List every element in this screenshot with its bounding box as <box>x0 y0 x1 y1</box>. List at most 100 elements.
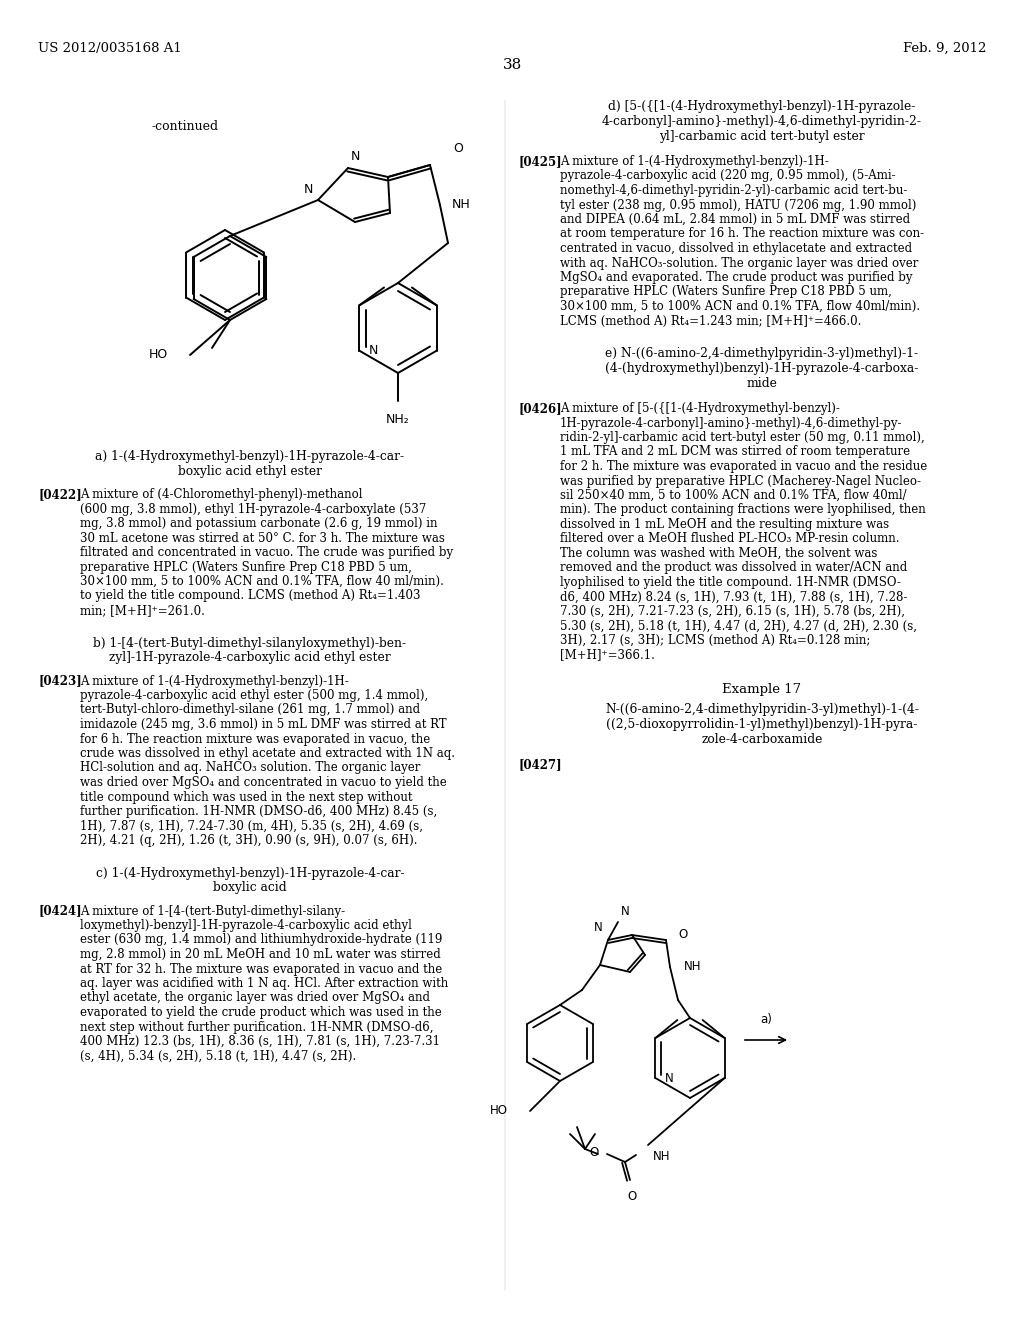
Text: ester (630 mg, 1.4 mmol) and lithiumhydroxide-hydrate (119: ester (630 mg, 1.4 mmol) and lithiumhydr… <box>80 933 442 946</box>
Text: N-((6-amino-2,4-dimethylpyridin-3-yl)methyl)-1-(4-: N-((6-amino-2,4-dimethylpyridin-3-yl)met… <box>605 704 919 715</box>
Text: N: N <box>304 183 313 195</box>
Text: crude was dissolved in ethyl acetate and extracted with 1N aq.: crude was dissolved in ethyl acetate and… <box>80 747 455 760</box>
Text: min; [M+H]⁺=261.0.: min; [M+H]⁺=261.0. <box>80 605 205 616</box>
Text: to yield the title compound. LCMS (method A) Rt₄=1.403: to yield the title compound. LCMS (metho… <box>80 590 421 602</box>
Text: NH: NH <box>684 961 701 974</box>
Text: 5.30 (s, 2H), 5.18 (t, 1H), 4.47 (d, 2H), 4.27 (d, 2H), 2.30 (s,: 5.30 (s, 2H), 5.18 (t, 1H), 4.47 (d, 2H)… <box>560 619 918 632</box>
Text: mg, 2.8 mmol) in 20 mL MeOH and 10 mL water was stirred: mg, 2.8 mmol) in 20 mL MeOH and 10 mL wa… <box>80 948 440 961</box>
Text: The column was washed with MeOH, the solvent was: The column was washed with MeOH, the sol… <box>560 546 878 560</box>
Text: O: O <box>678 928 687 941</box>
Text: [0423]: [0423] <box>38 675 82 688</box>
Text: ridin-2-yl]-carbamic acid tert-butyl ester (50 mg, 0.11 mmol),: ridin-2-yl]-carbamic acid tert-butyl est… <box>560 432 925 444</box>
Text: for 6 h. The reaction mixture was evaporated in vacuo, the: for 6 h. The reaction mixture was evapor… <box>80 733 430 746</box>
Text: NH: NH <box>653 1150 671 1163</box>
Text: filtered over a MeOH flushed PL-HCO₃ MP-resin column.: filtered over a MeOH flushed PL-HCO₃ MP-… <box>560 532 899 545</box>
Text: 400 MHz) 12.3 (bs, 1H), 8.36 (s, 1H), 7.81 (s, 1H), 7.23-7.31: 400 MHz) 12.3 (bs, 1H), 8.36 (s, 1H), 7.… <box>80 1035 440 1048</box>
Text: O: O <box>590 1146 599 1159</box>
Text: imidazole (245 mg, 3.6 mmol) in 5 mL DMF was stirred at RT: imidazole (245 mg, 3.6 mmol) in 5 mL DMF… <box>80 718 446 731</box>
Text: N: N <box>369 345 379 356</box>
Text: tyl ester (238 mg, 0.95 mmol), HATU (7206 mg, 1.90 mmol): tyl ester (238 mg, 0.95 mmol), HATU (720… <box>560 198 916 211</box>
Text: 1 mL TFA and 2 mL DCM was stirred of room temperature: 1 mL TFA and 2 mL DCM was stirred of roo… <box>560 446 910 458</box>
Text: 3H), 2.17 (s, 3H); LCMS (method A) Rt₄=0.128 min;: 3H), 2.17 (s, 3H); LCMS (method A) Rt₄=0… <box>560 634 870 647</box>
Text: [M+H]⁺=366.1.: [M+H]⁺=366.1. <box>560 648 655 661</box>
Text: tert-Butyl-chloro-dimethyl-silane (261 mg, 1.7 mmol) and: tert-Butyl-chloro-dimethyl-silane (261 m… <box>80 704 420 717</box>
Text: A mixture of 1-[4-(tert-Butyl-dimethyl-silany-: A mixture of 1-[4-(tert-Butyl-dimethyl-s… <box>80 904 345 917</box>
Text: for 2 h. The mixture was evaporated in vacuo and the residue: for 2 h. The mixture was evaporated in v… <box>560 459 928 473</box>
Text: (s, 4H), 5.34 (s, 2H), 5.18 (t, 1H), 4.47 (s, 2H).: (s, 4H), 5.34 (s, 2H), 5.18 (t, 1H), 4.4… <box>80 1049 356 1063</box>
Text: NH: NH <box>452 198 471 211</box>
Text: title compound which was used in the next step without: title compound which was used in the nex… <box>80 791 413 804</box>
Text: a) 1-(4-Hydroxymethyl-benzyl)-1H-pyrazole-4-car-: a) 1-(4-Hydroxymethyl-benzyl)-1H-pyrazol… <box>95 450 404 463</box>
Text: dissolved in 1 mL MeOH and the resulting mixture was: dissolved in 1 mL MeOH and the resulting… <box>560 517 889 531</box>
Text: preparative HPLC (Waters Sunfire Prep C18 PBD 5 um,: preparative HPLC (Waters Sunfire Prep C1… <box>560 285 892 298</box>
Text: aq. layer was acidified with 1 N aq. HCl. After extraction with: aq. layer was acidified with 1 N aq. HCl… <box>80 977 449 990</box>
Text: sil 250×40 mm, 5 to 100% ACN and 0.1% TFA, flow 40ml/: sil 250×40 mm, 5 to 100% ACN and 0.1% TF… <box>560 488 906 502</box>
Text: NH₂: NH₂ <box>386 413 410 426</box>
Text: (4-(hydroxymethyl)benzyl)-1H-pyrazole-4-carboxa-: (4-(hydroxymethyl)benzyl)-1H-pyrazole-4-… <box>605 362 919 375</box>
Text: was purified by preparative HPLC (Macherey-Nagel Nucleo-: was purified by preparative HPLC (Macher… <box>560 474 921 487</box>
Text: Example 17: Example 17 <box>723 682 802 696</box>
Text: [0426]: [0426] <box>518 403 561 414</box>
Text: further purification. 1H-NMR (DMSO-d6, 400 MHz) 8.45 (s,: further purification. 1H-NMR (DMSO-d6, 4… <box>80 805 437 818</box>
Text: 7.30 (s, 2H), 7.21-7.23 (s, 2H), 6.15 (s, 1H), 5.78 (bs, 2H),: 7.30 (s, 2H), 7.21-7.23 (s, 2H), 6.15 (s… <box>560 605 905 618</box>
Text: 30 mL acetone was stirred at 50° C. for 3 h. The mixture was: 30 mL acetone was stirred at 50° C. for … <box>80 532 444 544</box>
Text: and DIPEA (0.64 mL, 2.84 mmol) in 5 mL DMF was stirred: and DIPEA (0.64 mL, 2.84 mmol) in 5 mL D… <box>560 213 910 226</box>
Text: was dried over MgSO₄ and concentrated in vacuo to yield the: was dried over MgSO₄ and concentrated in… <box>80 776 446 789</box>
Text: next step without further purification. 1H-NMR (DMSO-d6,: next step without further purification. … <box>80 1020 433 1034</box>
Text: at RT for 32 h. The mixture was evaporated in vacuo and the: at RT for 32 h. The mixture was evaporat… <box>80 962 442 975</box>
Text: [0424]: [0424] <box>38 904 82 917</box>
Text: ((2,5-dioxopyrrolidin-1-yl)methyl)benzyl)-1H-pyra-: ((2,5-dioxopyrrolidin-1-yl)methyl)benzyl… <box>606 718 918 731</box>
Text: 4-carbonyl]-amino}-methyl)-4,6-dimethyl-pyridin-2-: 4-carbonyl]-amino}-methyl)-4,6-dimethyl-… <box>602 115 922 128</box>
Text: A mixture of (4-Chloromethyl-phenyl)-methanol: A mixture of (4-Chloromethyl-phenyl)-met… <box>80 488 362 502</box>
Text: LCMS (method A) Rt₄=1.243 min; [M+H]⁺=466.0.: LCMS (method A) Rt₄=1.243 min; [M+H]⁺=46… <box>560 314 861 327</box>
Text: mide: mide <box>746 378 777 389</box>
Text: a): a) <box>760 1012 772 1026</box>
Text: HCl-solution and aq. NaHCO₃ solution. The organic layer: HCl-solution and aq. NaHCO₃ solution. Th… <box>80 762 421 775</box>
Text: min). The product containing fractions were lyophilised, then: min). The product containing fractions w… <box>560 503 926 516</box>
Text: N: N <box>666 1072 674 1085</box>
Text: N: N <box>351 150 360 162</box>
Text: N: N <box>594 921 603 935</box>
Text: pyrazole-4-carboxylic acid (220 mg, 0.95 mmol), (5-Ami-: pyrazole-4-carboxylic acid (220 mg, 0.95… <box>560 169 896 182</box>
Text: boxylic acid: boxylic acid <box>213 882 287 895</box>
Text: loxymethyl)-benzyl]-1H-pyrazole-4-carboxylic acid ethyl: loxymethyl)-benzyl]-1H-pyrazole-4-carbox… <box>80 919 412 932</box>
Text: -continued: -continued <box>152 120 218 133</box>
Text: evaporated to yield the crude product which was used in the: evaporated to yield the crude product wh… <box>80 1006 441 1019</box>
Text: MgSO₄ and evaporated. The crude product was purified by: MgSO₄ and evaporated. The crude product … <box>560 271 912 284</box>
Text: (600 mg, 3.8 mmol), ethyl 1H-pyrazole-4-carboxylate (537: (600 mg, 3.8 mmol), ethyl 1H-pyrazole-4-… <box>80 503 426 516</box>
Text: A mixture of [5-({[1-(4-Hydroxymethyl-benzyl)-: A mixture of [5-({[1-(4-Hydroxymethyl-be… <box>560 403 840 414</box>
Text: d) [5-({[1-(4-Hydroxymethyl-benzyl)-1H-pyrazole-: d) [5-({[1-(4-Hydroxymethyl-benzyl)-1H-p… <box>608 100 915 114</box>
Text: pyrazole-4-carboxylic acid ethyl ester (500 mg, 1.4 mmol),: pyrazole-4-carboxylic acid ethyl ester (… <box>80 689 428 702</box>
Text: zole-4-carboxamide: zole-4-carboxamide <box>701 733 822 746</box>
Text: Feb. 9, 2012: Feb. 9, 2012 <box>902 42 986 55</box>
Text: e) N-((6-amino-2,4-dimethylpyridin-3-yl)methyl)-1-: e) N-((6-amino-2,4-dimethylpyridin-3-yl)… <box>605 347 919 360</box>
Text: 30×100 mm, 5 to 100% ACN and 0.1% TFA, flow 40 ml/min).: 30×100 mm, 5 to 100% ACN and 0.1% TFA, f… <box>80 576 443 587</box>
Text: A mixture of 1-(4-Hydroxymethyl-benzyl)-1H-: A mixture of 1-(4-Hydroxymethyl-benzyl)-… <box>560 154 828 168</box>
Text: with aq. NaHCO₃-solution. The organic layer was dried over: with aq. NaHCO₃-solution. The organic la… <box>560 256 919 269</box>
Text: c) 1-(4-Hydroxymethyl-benzyl)-1H-pyrazole-4-car-: c) 1-(4-Hydroxymethyl-benzyl)-1H-pyrazol… <box>95 866 404 879</box>
Text: removed and the product was dissolved in water/ACN and: removed and the product was dissolved in… <box>560 561 907 574</box>
Text: [0427]: [0427] <box>518 758 561 771</box>
Text: [0425]: [0425] <box>518 154 561 168</box>
Text: nomethyl-4,6-dimethyl-pyridin-2-yl)-carbamic acid tert-bu-: nomethyl-4,6-dimethyl-pyridin-2-yl)-carb… <box>560 183 907 197</box>
Text: filtrated and concentrated in vacuo. The crude was purified by: filtrated and concentrated in vacuo. The… <box>80 546 454 558</box>
Text: A mixture of 1-(4-Hydroxymethyl-benzyl)-1H-: A mixture of 1-(4-Hydroxymethyl-benzyl)-… <box>80 675 349 688</box>
Text: lyophilised to yield the title compound. 1H-NMR (DMSO-: lyophilised to yield the title compound.… <box>560 576 901 589</box>
Text: HO: HO <box>148 348 168 362</box>
Text: centrated in vacuo, dissolved in ethylacetate and extracted: centrated in vacuo, dissolved in ethylac… <box>560 242 912 255</box>
Text: d6, 400 MHz) 8.24 (s, 1H), 7.93 (t, 1H), 7.88 (s, 1H), 7.28-: d6, 400 MHz) 8.24 (s, 1H), 7.93 (t, 1H),… <box>560 590 907 603</box>
Text: 30×100 mm, 5 to 100% ACN and 0.1% TFA, flow 40ml/min).: 30×100 mm, 5 to 100% ACN and 0.1% TFA, f… <box>560 300 921 313</box>
Text: preparative HPLC (Waters Sunfire Prep C18 PBD 5 um,: preparative HPLC (Waters Sunfire Prep C1… <box>80 561 412 573</box>
Text: zyl]-1H-pyrazole-4-carboxylic acid ethyl ester: zyl]-1H-pyrazole-4-carboxylic acid ethyl… <box>110 652 391 664</box>
Text: ethyl acetate, the organic layer was dried over MgSO₄ and: ethyl acetate, the organic layer was dri… <box>80 991 430 1005</box>
Text: 1H-pyrazole-4-carbonyl]-amino}-methyl)-4,6-dimethyl-py-: 1H-pyrazole-4-carbonyl]-amino}-methyl)-4… <box>560 417 902 429</box>
Text: HO: HO <box>490 1105 508 1118</box>
Text: 2H), 4.21 (q, 2H), 1.26 (t, 3H), 0.90 (s, 9H), 0.07 (s, 6H).: 2H), 4.21 (q, 2H), 1.26 (t, 3H), 0.90 (s… <box>80 834 418 847</box>
Text: 1H), 7.87 (s, 1H), 7.24-7.30 (m, 4H), 5.35 (s, 2H), 4.69 (s,: 1H), 7.87 (s, 1H), 7.24-7.30 (m, 4H), 5.… <box>80 820 423 833</box>
Text: b) 1-[4-(tert-Butyl-dimethyl-silanyloxymethyl)-ben-: b) 1-[4-(tert-Butyl-dimethyl-silanyloxym… <box>93 636 407 649</box>
Text: mg, 3.8 mmol) and potassium carbonate (2.6 g, 19 mmol) in: mg, 3.8 mmol) and potassium carbonate (2… <box>80 517 437 531</box>
Text: US 2012/0035168 A1: US 2012/0035168 A1 <box>38 42 181 55</box>
Text: at room temperature for 16 h. The reaction mixture was con-: at room temperature for 16 h. The reacti… <box>560 227 924 240</box>
Text: yl]-carbamic acid tert-butyl ester: yl]-carbamic acid tert-butyl ester <box>659 129 865 143</box>
Text: 38: 38 <box>503 58 521 73</box>
